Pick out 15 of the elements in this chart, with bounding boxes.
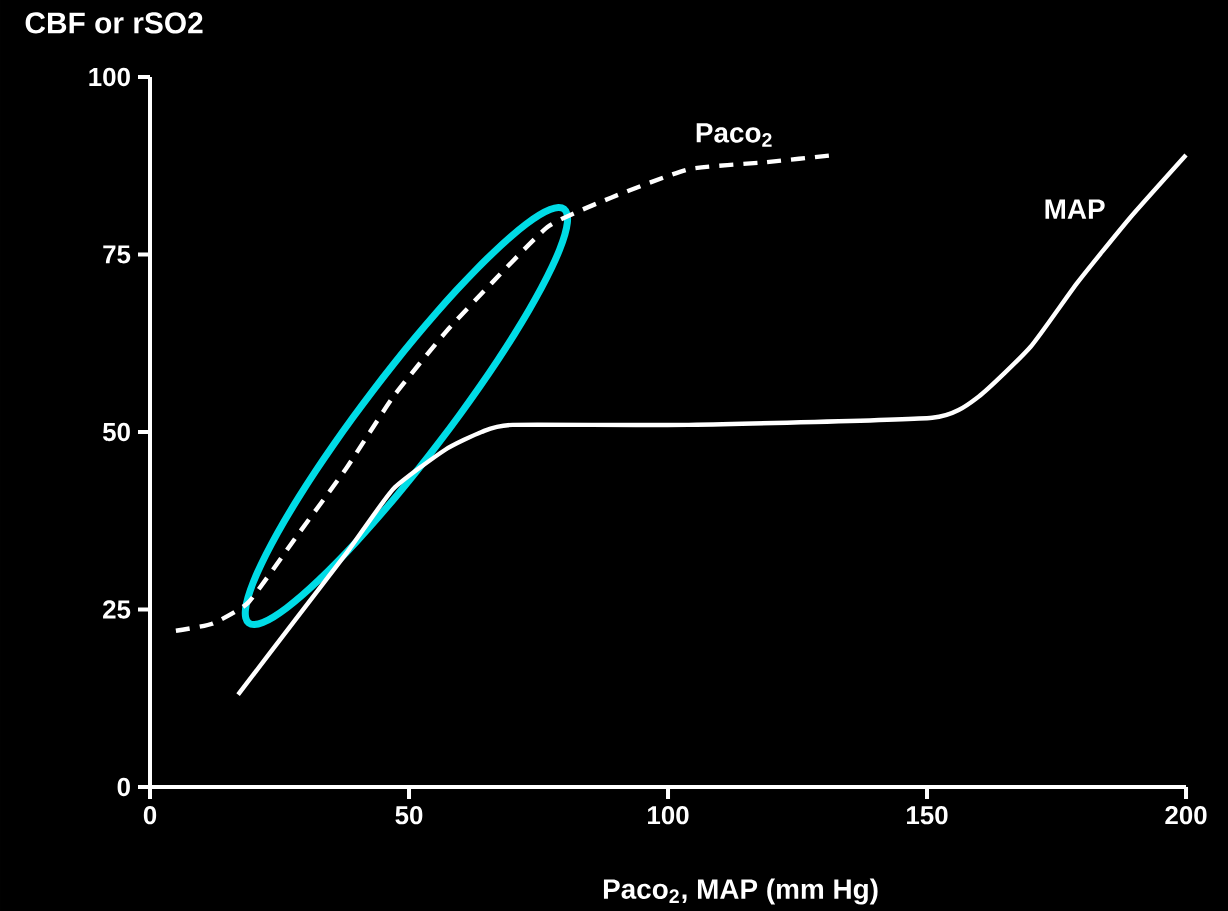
x-tick-label: 200 [1165,806,1207,825]
x-tick-label: 150 [907,806,948,825]
series-label: MAP [1045,199,1105,219]
y-tick-label: 0 [117,777,130,797]
y-tick-label: 25 [103,600,131,619]
x-tick-label: 0 [143,806,157,825]
x-tick-label: 100 [648,806,689,825]
x-axis-title: Paco$_{2}$, MAP (mm Hg) [603,878,878,905]
y-axis-title: CBF or rSO2 [25,12,203,34]
y-tick-label: 100 [89,67,130,87]
line-series [235,152,1189,697]
y-tick-label: 75 [103,245,131,264]
x-tick-label: 50 [395,806,423,825]
series-label: Paco$_{2}$ [696,123,772,147]
y-tick-label: 50 [102,422,130,442]
